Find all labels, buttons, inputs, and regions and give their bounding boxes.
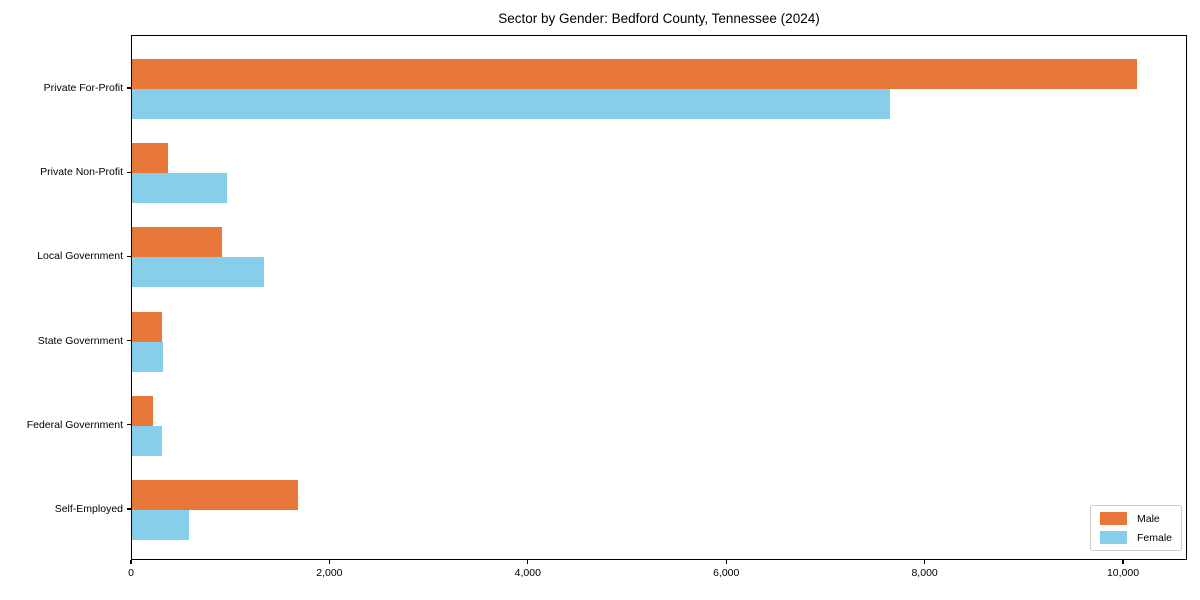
x-tick-mark [924,560,926,564]
x-tick-mark [1122,560,1124,564]
x-tick-label-10-000: 10,000 [1106,567,1140,579]
bar-female-federal-government [132,425,162,456]
bar-male-private-for-profit [132,59,1137,89]
bar-female-local-government [132,257,265,288]
legend-label-female: Female [1136,531,1172,544]
y-tick-label-federal-government: Federal Government [26,418,123,431]
legend-label-male: Male [1136,512,1160,525]
legend-item-female: Female [1099,531,1172,544]
x-tick-mark [130,560,132,564]
y-tick-mark [127,340,131,342]
y-tick-label-private-non-profit: Private Non-Profit [40,166,123,179]
bar-female-private-non-profit [132,173,228,204]
legend-swatch-male [1099,512,1127,525]
bar-male-local-government [132,227,223,258]
x-tick-label-2-000: 2,000 [316,567,343,579]
x-tick-label-6-000: 6,000 [713,567,740,579]
y-tick-mark [127,424,131,426]
bar-male-state-government [132,311,162,342]
y-tick-label-self-employed: Self-Employed [54,503,123,515]
x-tick-label-8-000: 8,000 [911,567,938,579]
y-tick-mark [127,255,131,257]
legend-swatch-female [1099,531,1127,544]
x-tick-label-0: 0 [128,567,134,579]
x-tick-mark [527,560,529,564]
y-tick-mark [127,171,131,173]
bar-female-self-employed [132,510,189,540]
bar-female-state-government [132,341,164,372]
plot-area: Male Female [131,35,1187,560]
bar-male-federal-government [132,395,154,426]
bar-male-self-employed [132,480,299,510]
y-tick-label-state-government: State Government [37,334,123,347]
x-tick-label-4-000: 4,000 [514,567,541,579]
y-tick-label-private-for-profit: Private For-Profit [43,82,123,94]
x-tick-mark [725,560,727,564]
bar-male-private-non-profit [132,143,169,174]
bar-female-private-for-profit [132,89,890,119]
y-tick-mark [127,87,131,89]
y-tick-label-local-government: Local Government [37,250,123,263]
chart-title: Sector by Gender: Bedford County, Tennes… [498,11,820,26]
legend: Male Female [1089,505,1182,551]
y-axis-labels: Private For-Profit Private Non-Profit Loca… [0,0,123,600]
legend-item-male: Male [1099,512,1172,525]
y-tick-mark [127,508,131,510]
x-tick-mark [328,560,330,564]
